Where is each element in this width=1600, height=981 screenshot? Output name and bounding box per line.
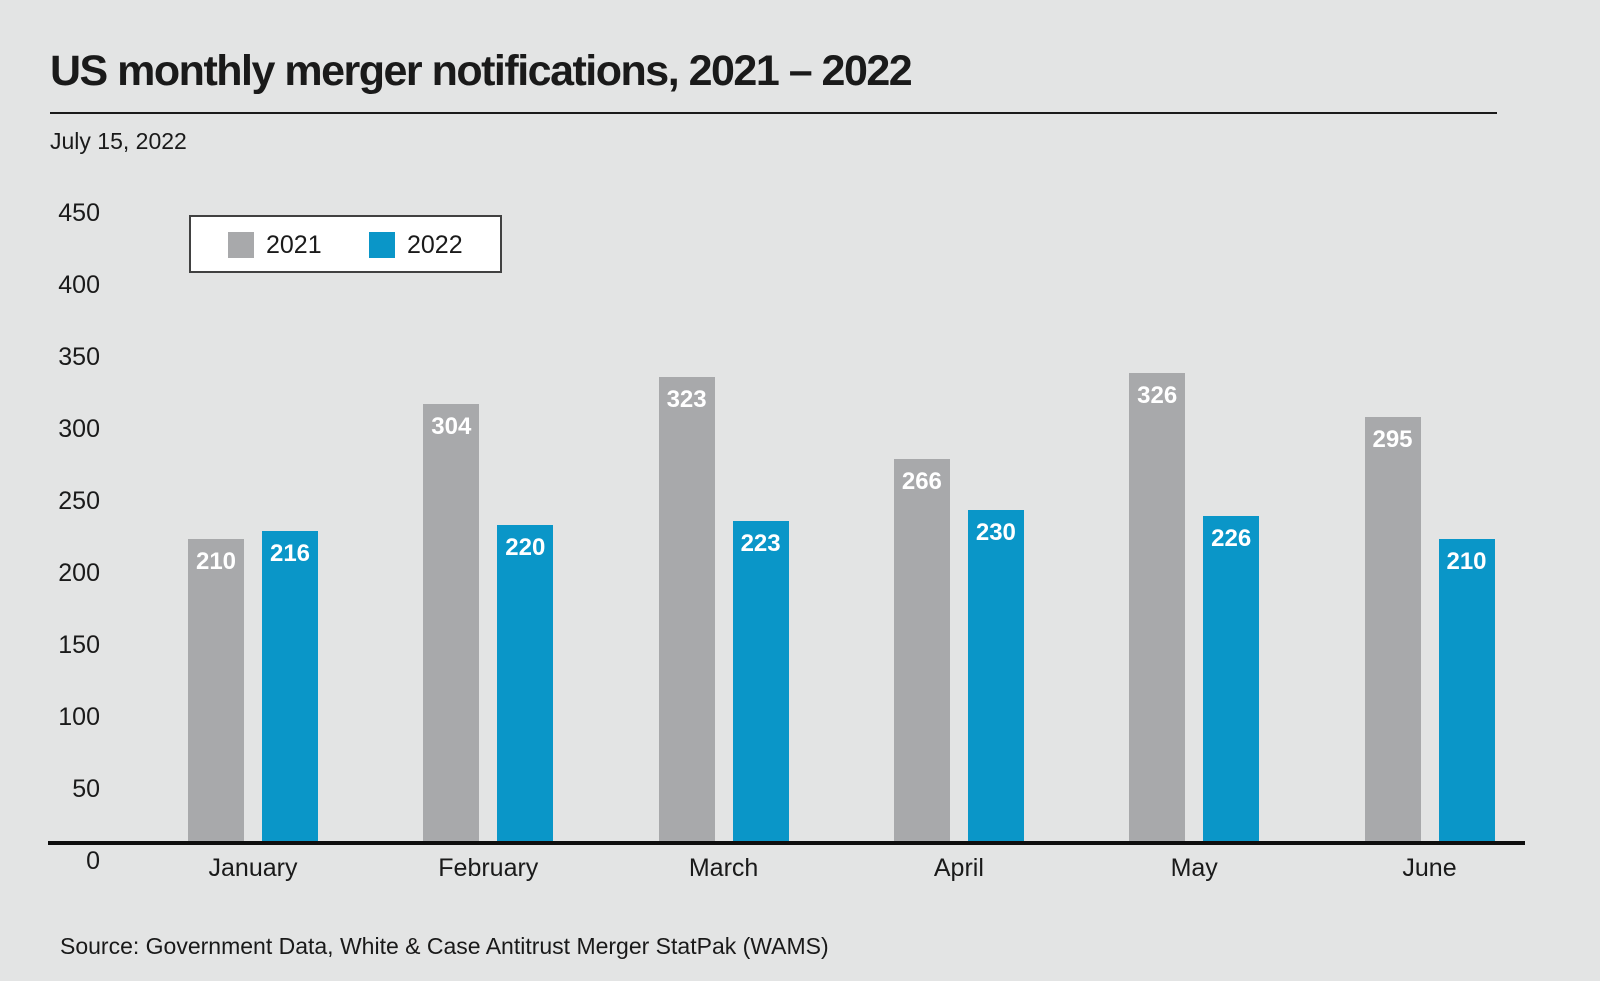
- month-label-june: June: [1402, 854, 1457, 882]
- bar-2022-march: 223: [732, 520, 789, 841]
- y-tick-400: 400: [58, 270, 100, 299]
- bar-value-label: 323: [666, 385, 707, 413]
- legend-swatch-2022: [369, 232, 395, 258]
- month-label-april: April: [933, 854, 984, 882]
- bar-value-label: 210: [1446, 548, 1487, 576]
- y-tick-250: 250: [58, 486, 100, 515]
- bar-2021-february: 304: [423, 404, 480, 841]
- y-tick-150: 150: [58, 630, 100, 659]
- chart-date: July 15, 2022: [50, 128, 187, 154]
- bar-2021-january: 210: [188, 539, 244, 841]
- y-tick-0: 0: [86, 846, 100, 875]
- bar-2022-january: 216: [262, 530, 318, 841]
- chart-title: US monthly merger notifications, 2021 – …: [50, 47, 913, 95]
- y-tick-50: 50: [72, 774, 100, 803]
- legend-swatch-2021: [228, 232, 254, 258]
- y-tick-200: 200: [58, 558, 100, 587]
- legend-label-2021: 2021: [266, 231, 322, 259]
- bar-value-label: 266: [901, 467, 942, 495]
- x-axis-line: [48, 841, 1525, 845]
- bar-value-label: 216: [269, 539, 311, 567]
- bar-value-label: 220: [505, 533, 546, 561]
- bar-value-label: 223: [740, 529, 781, 557]
- bar-value-label: 326: [1137, 381, 1178, 409]
- y-tick-350: 350: [58, 342, 100, 371]
- y-tick-300: 300: [58, 414, 100, 443]
- source-note: Source: Government Data, White & Case An…: [60, 933, 829, 959]
- bar-value-label: 295: [1372, 426, 1413, 454]
- legend-label-2022: 2022: [407, 231, 463, 259]
- bar-value-label: 226: [1211, 525, 1252, 553]
- bar-2021-april: 266: [893, 458, 950, 841]
- bar-value-label: 230: [975, 519, 1016, 547]
- bar-2022-february: 220: [497, 524, 554, 841]
- month-label-march: March: [688, 854, 759, 882]
- bar-2022-may: 226: [1203, 516, 1260, 841]
- month-label-january: January: [208, 854, 298, 882]
- bar-2022-april: 230: [967, 510, 1024, 841]
- legend: 2021 2022: [189, 215, 502, 273]
- bar-2021-march: 323: [658, 376, 715, 841]
- bar-2021-june: 295: [1364, 417, 1421, 841]
- month-label-february: February: [438, 854, 539, 882]
- bar-value-label: 304: [431, 413, 472, 441]
- y-tick-450: 450: [58, 198, 100, 227]
- y-tick-100: 100: [58, 702, 100, 731]
- bar-2022-june: 210: [1438, 539, 1495, 841]
- bar-value-label: 210: [195, 548, 237, 576]
- month-label-may: May: [1170, 854, 1218, 882]
- bar-2021-may: 326: [1129, 372, 1186, 841]
- title-divider-rule: [50, 112, 1497, 114]
